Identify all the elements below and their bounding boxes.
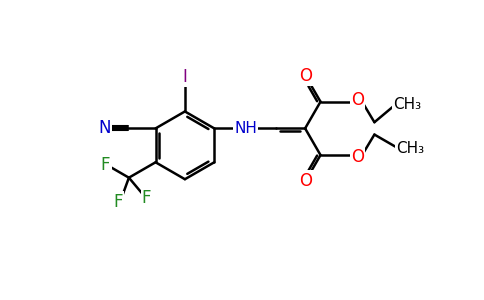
Text: N: N (99, 119, 111, 137)
Text: NH: NH (234, 121, 257, 136)
Text: O: O (351, 91, 364, 109)
Text: CH₃: CH₃ (396, 140, 424, 155)
Text: CH₃: CH₃ (393, 98, 422, 112)
Text: O: O (351, 148, 364, 166)
Text: F: F (101, 156, 110, 174)
Text: I: I (182, 68, 187, 86)
Text: F: F (142, 189, 151, 207)
Text: F: F (113, 193, 122, 211)
Text: O: O (300, 67, 312, 85)
Text: O: O (300, 172, 312, 190)
